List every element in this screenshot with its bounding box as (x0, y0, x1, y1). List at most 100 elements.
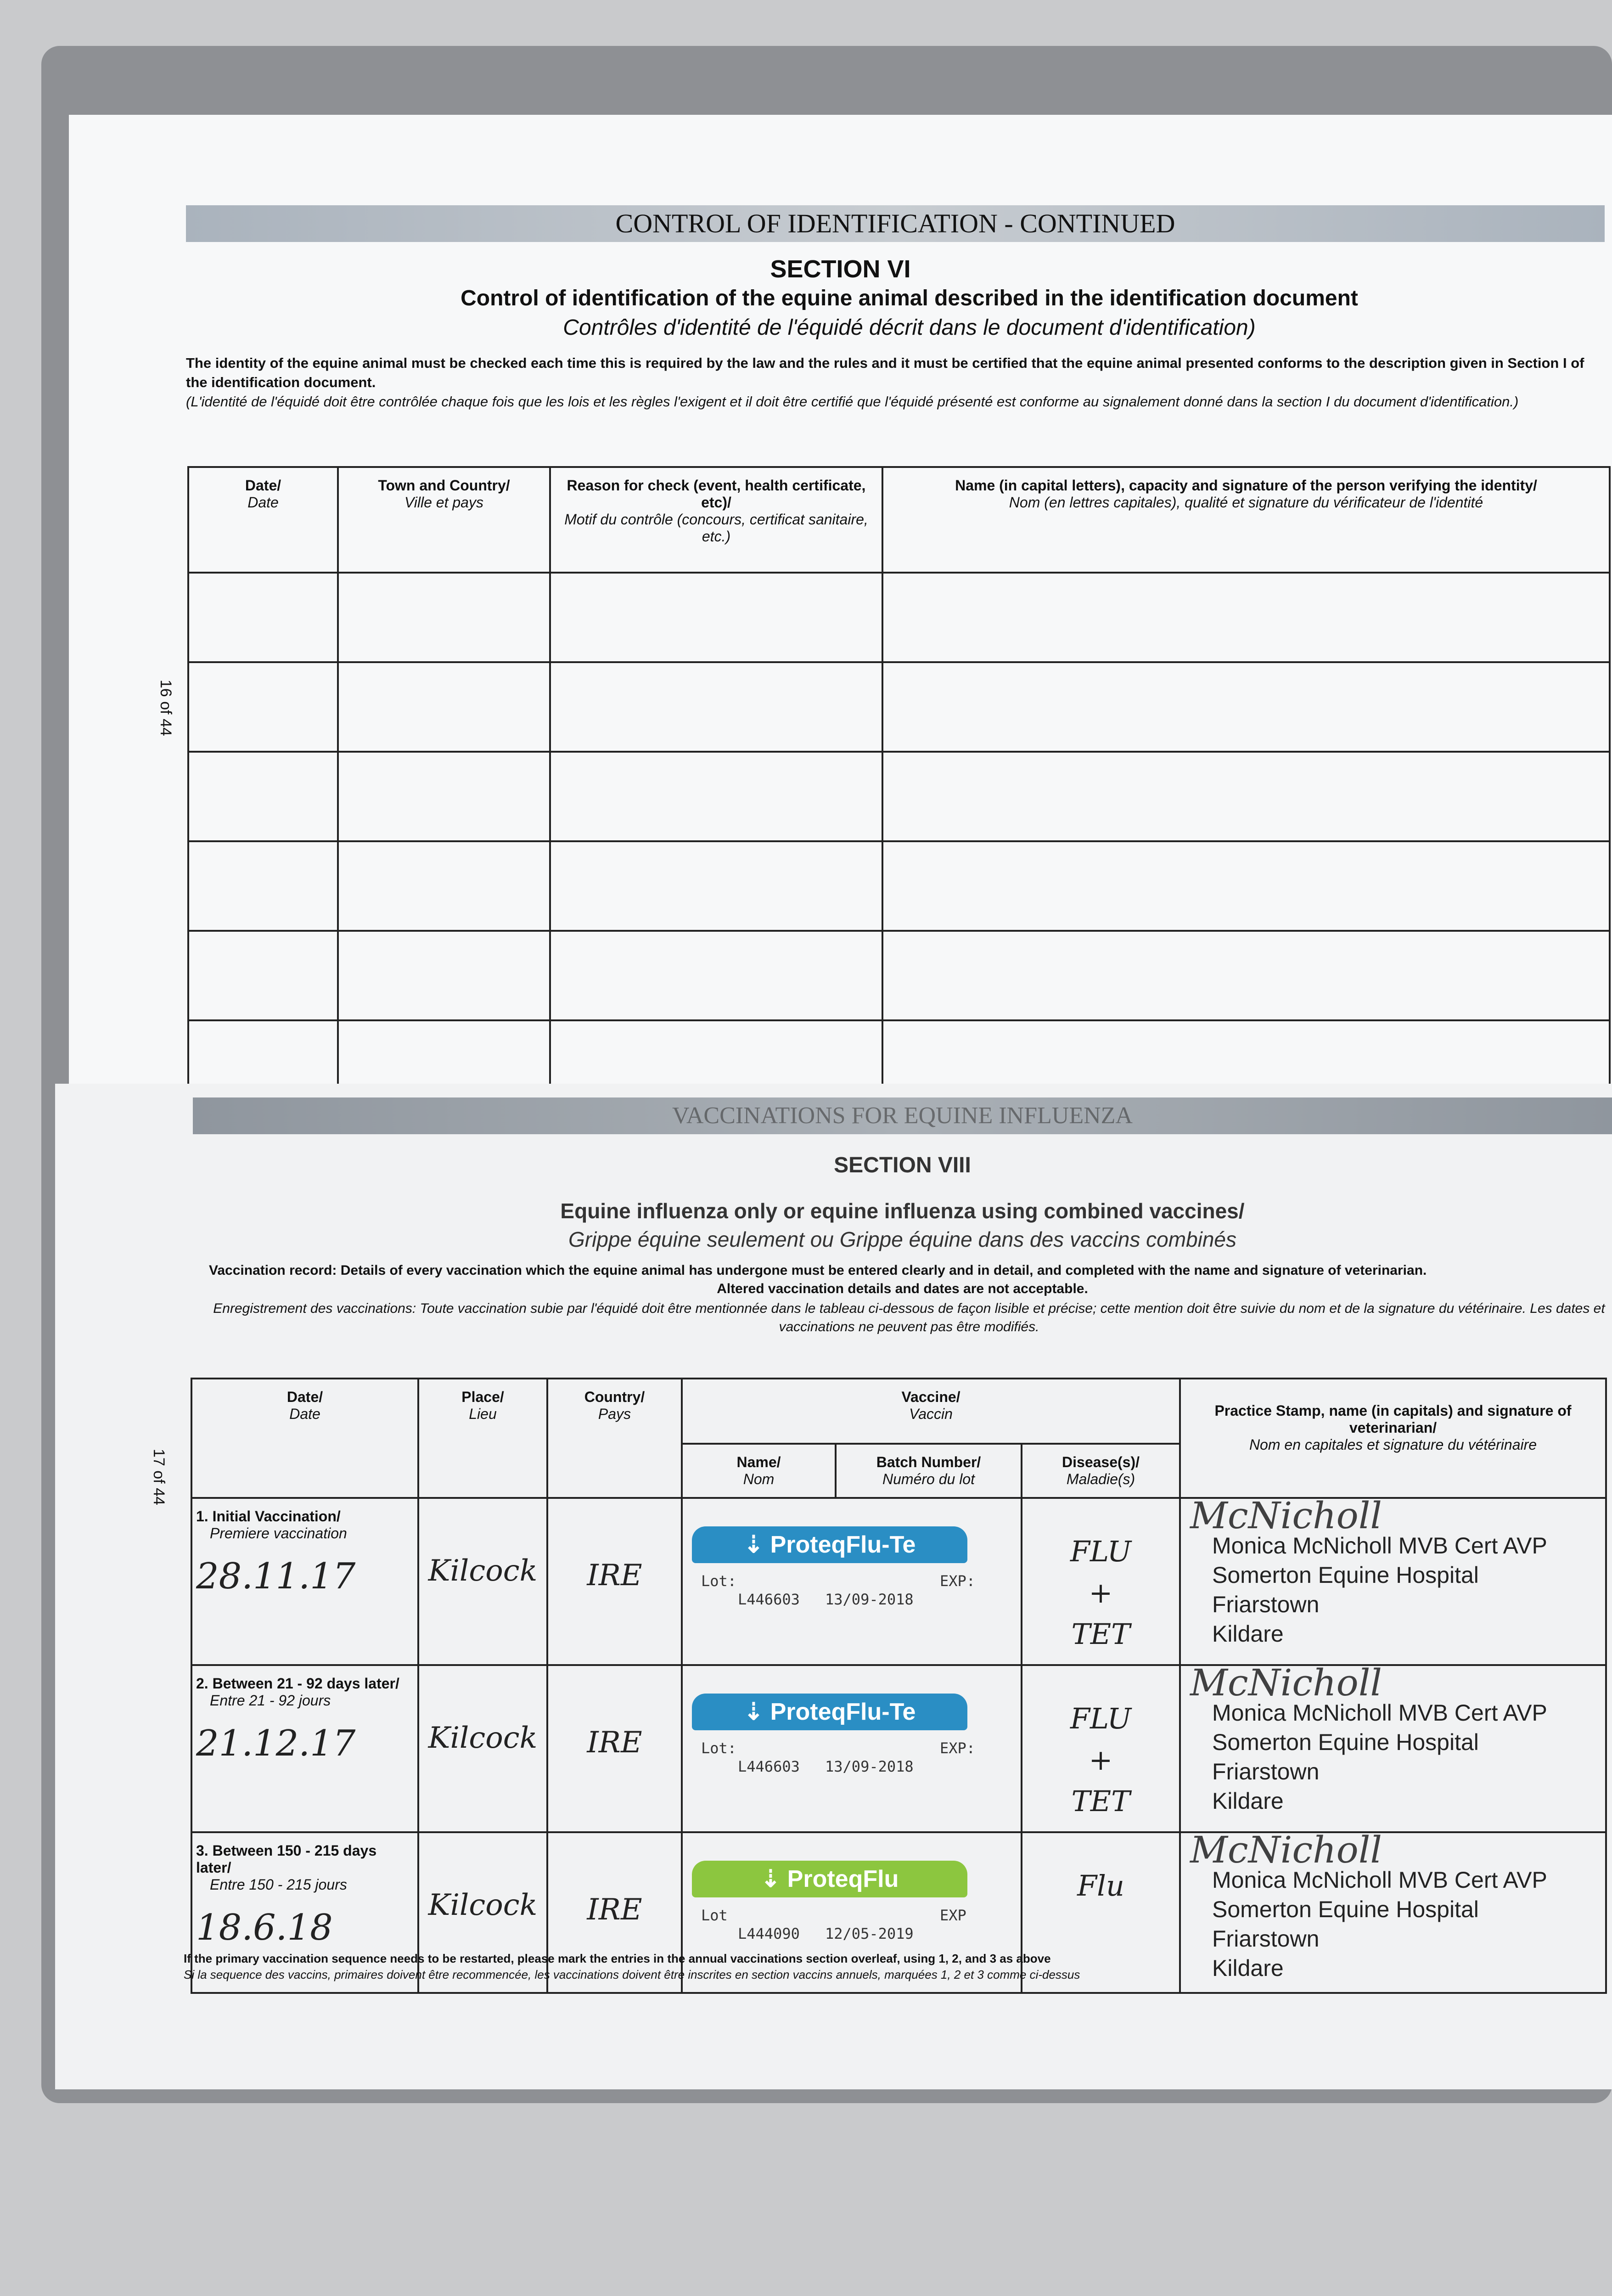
stamp-line: Kildare (1212, 1788, 1284, 1814)
section-title: Equine influenza only or equine influenz… (560, 1199, 1245, 1223)
header-row: Date/Date Place/Lieu Country/Pays Vaccin… (191, 1378, 1607, 1499)
section-heading: SECTION VIII (834, 1153, 971, 1177)
cell[interactable] (187, 1019, 339, 1090)
cell[interactable] (337, 930, 551, 1021)
stamp-line: Monica McNicholl MVB Cert AVP (1212, 1700, 1547, 1726)
cell[interactable] (337, 661, 551, 753)
cell[interactable] (187, 751, 339, 842)
disease-handwritten: FLU + TET (1070, 1535, 1132, 1651)
header-batch: Batch Number/Numéro du lot (835, 1443, 1022, 1499)
place-cell[interactable]: Kilcock (417, 1831, 548, 1994)
country-cell[interactable]: IRE (546, 1664, 683, 1833)
expiry-date: 13/09-2018 (825, 1591, 914, 1608)
header-en: Disease(s)/ (1062, 1454, 1140, 1470)
table-row (187, 840, 1611, 932)
country-handwritten: IRE (587, 1726, 642, 1760)
stamp-line: Kildare (1212, 1621, 1284, 1647)
header-fr: Date (289, 1406, 320, 1422)
table-row (187, 661, 1611, 753)
date-cell[interactable]: 1. Initial Vaccination/Premiere vaccinat… (191, 1497, 419, 1666)
header-en: Date/ (286, 1389, 323, 1405)
vet-stamp-cell[interactable]: McNicholl Monica McNicholl MVB Cert AVP S… (1179, 1661, 1607, 1833)
down-arrow-icon: ⇣ (743, 1531, 770, 1558)
header-en: Vaccine/ (901, 1389, 960, 1405)
cell[interactable] (187, 930, 339, 1021)
dose-label-fr: Entre 150 - 215 jours (210, 1876, 347, 1893)
date-cell[interactable]: 3. Between 150 - 215 days later/Entre 15… (191, 1831, 419, 1994)
header-en: Town and Country/ (378, 477, 510, 494)
disease-cell[interactable]: FLU + TET (1020, 1497, 1181, 1666)
vet-stamp-cell[interactable]: McNicholl Monica McNicholl MVB Cert AVP S… (1179, 1494, 1607, 1666)
header-place: Place/Lieu (417, 1378, 548, 1499)
header-date: Date/Date (187, 466, 339, 574)
cell[interactable] (337, 1019, 551, 1090)
stamp-line: Monica McNicholl MVB Cert AVP (1212, 1867, 1547, 1893)
vaccine-name: ProteqFlu-Te (770, 1531, 916, 1558)
cell[interactable] (882, 572, 1611, 663)
header-vaccine: Vaccine/Vaccin (680, 1378, 1181, 1445)
banner-text: VACCINATIONS FOR EQUINE INFLUENZA (672, 1103, 1133, 1129)
cell[interactable] (337, 751, 551, 842)
country-handwritten: IRE (587, 1559, 642, 1593)
vaccine-sticker-cell[interactable]: ⇣ ProteqFlu-Te Lot: EXP: L446603 13/09-2… (681, 1497, 1022, 1666)
country-cell[interactable]: IRE (546, 1831, 683, 1994)
vaccine-sticker-cell[interactable]: ⇣ ProteqFlu Lot EXP L444090 12/05-2019 (681, 1831, 1022, 1994)
cell[interactable] (549, 751, 883, 842)
stamp-line: Monica McNicholl MVB Cert AVP (1212, 1533, 1547, 1559)
header-fr: Ville et pays (404, 494, 483, 511)
cell[interactable] (549, 572, 883, 663)
header-fr: Pays (598, 1406, 631, 1422)
header-fr: Vaccin (909, 1406, 953, 1422)
header-fr: Numéro du lot (882, 1471, 975, 1487)
cell[interactable] (549, 930, 883, 1021)
vet-signature: McNicholl (1190, 1829, 1382, 1871)
page-16: CONTROL OF IDENTIFICATION - CONTINUED SE… (69, 115, 1612, 1090)
place-cell[interactable]: Kilcock (417, 1497, 548, 1666)
header-name: Name/Nom (681, 1443, 837, 1499)
place-handwritten: Kilcock (428, 1721, 538, 1755)
instructions-fr: Enregistrement des vaccinations: Toute v… (213, 1301, 1605, 1334)
cell[interactable] (882, 930, 1611, 1021)
vaccine-name: ProteqFlu-Te (770, 1699, 916, 1725)
cell[interactable] (549, 1019, 883, 1090)
vaccine-sticker-cell[interactable]: ⇣ ProteqFlu-Te Lot: EXP: L446603 13/09-2… (681, 1664, 1022, 1833)
date-cell[interactable]: 2. Between 21 - 92 days later/Entre 21 -… (191, 1664, 419, 1833)
country-cell[interactable]: IRE (546, 1497, 683, 1666)
table-row (187, 1019, 1611, 1090)
disease-handwritten: FLU + TET (1070, 1702, 1132, 1818)
header-fr: Nom (743, 1471, 775, 1487)
header-row: Date/Date Town and Country/Ville et pays… (187, 466, 1611, 574)
batch-number: L446603 (738, 1758, 800, 1775)
dose-label-fr: Entre 21 - 92 jours (210, 1692, 331, 1709)
cell[interactable] (549, 661, 883, 753)
lot-label: Lot: (701, 1739, 737, 1757)
disease-cell[interactable]: FLU + TET (1020, 1664, 1181, 1833)
vaccination-row-3: 3. Between 150 - 215 days later/Entre 15… (191, 1829, 1607, 1994)
cell[interactable] (337, 840, 551, 932)
place-cell[interactable]: Kilcock (417, 1664, 548, 1833)
header-town: Town and Country/Ville et pays (337, 466, 551, 574)
cell[interactable] (882, 751, 1611, 842)
cell[interactable] (187, 572, 339, 663)
page-17: VACCINATIONS FOR EQUINE INFLUENZA SECTIO… (55, 1084, 1612, 2089)
exp-label: EXP (940, 1907, 966, 1924)
cell[interactable] (882, 840, 1611, 932)
cell[interactable] (882, 1019, 1611, 1090)
dose-label: 1. Initial Vaccination/ (196, 1508, 341, 1525)
vaccination-row-2: 2. Between 21 - 92 days later/Entre 21 -… (191, 1661, 1607, 1833)
cell[interactable] (337, 572, 551, 663)
cell[interactable] (187, 840, 339, 932)
instructions: Vaccination record: Details of every vac… (209, 1263, 1427, 1278)
cell[interactable] (882, 661, 1611, 753)
cell[interactable] (549, 840, 883, 932)
cell[interactable] (187, 661, 339, 753)
stamp-line: Friarstown (1212, 1926, 1320, 1952)
vaccine-sticker: ⇣ ProteqFlu-Te (692, 1694, 967, 1730)
country-handwritten: IRE (587, 1893, 642, 1927)
disease-cell[interactable]: Flu (1020, 1831, 1181, 1994)
place-handwritten: Kilcock (428, 1888, 538, 1922)
header-en: Date/ (245, 477, 281, 494)
disease-handwritten: Flu (1077, 1869, 1124, 1902)
table-row (187, 572, 1611, 663)
vet-stamp-cell[interactable]: McNicholl Monica McNicholl MVB Cert AVP S… (1179, 1829, 1607, 1994)
